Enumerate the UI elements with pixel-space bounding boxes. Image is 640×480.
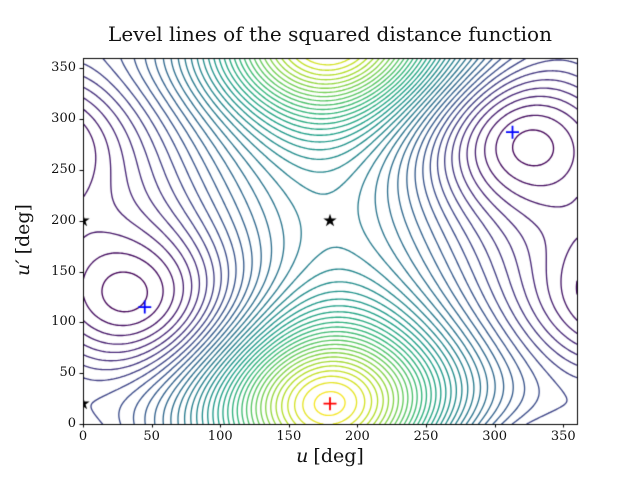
x-tick-label: 0 (78, 429, 88, 444)
chart-title: Level lines of the squared distance func… (108, 22, 552, 46)
y-tick-label: 350 (51, 60, 76, 76)
y-tick-label: 50 (59, 365, 76, 381)
x-tick-label: 200 (345, 429, 370, 444)
y-tick-label: 200 (51, 212, 76, 228)
x-axis-variable: u (296, 445, 309, 467)
y-axis-unit: [deg] (12, 204, 34, 255)
y-tick-label: 100 (51, 314, 76, 330)
x-axis-unit: [deg] (313, 445, 364, 467)
y-tick-label: 250 (51, 161, 76, 177)
y-axis-label: u′[deg] (12, 180, 36, 300)
x-axis-label: u [deg] (83, 445, 577, 467)
x-tick-label: 150 (276, 429, 302, 444)
y-tick-label: 0 (67, 416, 76, 431)
x-tick-label: 300 (482, 429, 508, 444)
x-tick-label: 350 (550, 429, 576, 444)
x-tick-label: 50 (143, 429, 160, 444)
x-tick-label: 250 (413, 429, 439, 444)
x-tick-label: 100 (207, 429, 233, 444)
y-tick-label: 150 (51, 263, 76, 279)
y-tick-label: 300 (51, 111, 76, 126)
